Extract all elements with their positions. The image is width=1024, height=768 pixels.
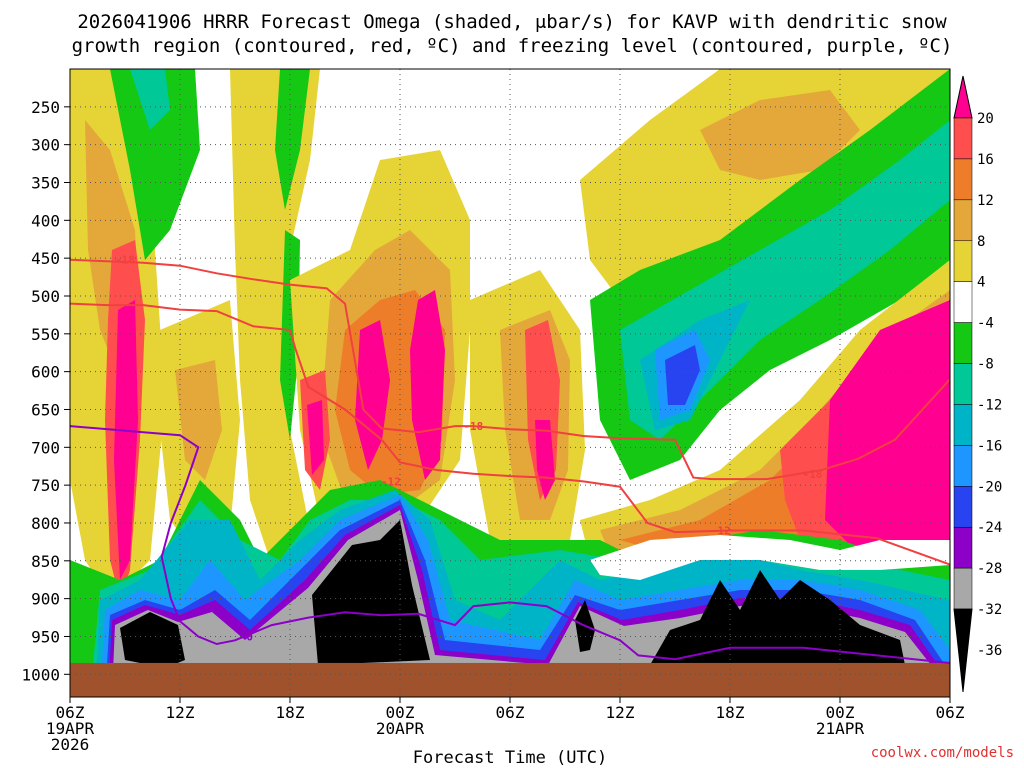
x-tick-label: 06Z [496,703,525,722]
x-tick-label: 12Z [606,703,635,722]
colorbar-label: -20 [977,479,1002,495]
y-tick-label: 500 [31,287,60,306]
shade-teal-top-left [130,69,170,130]
plot-area: -18 -18 -18 -12 -12 0 [70,69,950,697]
y-tick-label: 800 [31,514,60,533]
x-tick-label: 18Z [716,703,745,722]
chart-title-line-1: 2026041906 HRRR Forecast Omega (shaded, … [77,11,947,33]
colorbar-label: 20 [977,111,994,127]
x-tick-label: 12Z [166,703,195,722]
colorbar-label: -16 [977,438,1002,454]
x-tick-sublabel: 2026 [51,735,90,754]
y-tick-label: 350 [31,173,60,192]
contour-freezing-level-0c [70,425,950,664]
shade-magenta-left-core [114,300,138,580]
colorbar-segment [953,117,973,160]
credit-text: coolwx.com/models [871,745,1014,761]
y-axis: 250 300 350 400 450 500 550 600 650 700 750 800 850 9… [21,98,70,684]
y-tick-label: 450 [31,249,60,268]
colorbar-label: -12 [977,397,1002,413]
shade-black-core-right [650,570,905,668]
colorbar-label: -32 [977,602,1002,618]
colorbar-label: -28 [977,561,1002,577]
shade-magenta-lower-right [825,300,950,560]
colorbar-label: -8 [977,357,994,373]
contour-label: -12 [711,525,731,538]
colorbar-label: 8 [977,234,985,250]
shade-orange-upper-right [700,90,860,180]
colorbar-label: -4 [977,316,994,332]
shade-yellow-center-a [230,69,320,560]
shade-green-top-left [110,69,200,260]
contour-label: -18 [115,254,135,267]
x-tick-label: 06Z [56,703,85,722]
x-tick-sublabel: 20APR [376,719,425,738]
colorbar-segment [953,404,973,446]
colorbar-segment [953,363,973,405]
contour-dendritic-growth-12c [70,302,950,566]
shade-black-core-left [120,612,185,668]
x-tick-label: 00Z [826,703,855,722]
y-tick-label: 400 [31,211,60,230]
gridlines [70,69,950,697]
y-tick-label: 300 [31,136,60,155]
x-tick-label: 00Z [386,703,415,722]
colorbar-segment [953,486,973,528]
shade-orange-mid-left [175,360,222,480]
colorbar-label: 12 [977,193,994,209]
colorbar-segment [953,322,973,364]
contour-label: -18 [803,468,823,481]
shade-darkblue-right [665,345,700,405]
colorbar-bottom-arrow [953,608,973,693]
contour-dendritic-growth-18c [70,258,950,481]
contour-lines [70,258,950,664]
colorbar-segment [953,281,973,323]
x-tick-label: 18Z [276,703,305,722]
y-tick-label: 750 [31,476,60,495]
colorbar-segment [953,567,973,610]
colorbar-segment [953,526,973,569]
colorbar-segment [953,240,973,282]
contour-label: -12 [381,475,401,488]
colorbar-label: 16 [977,152,994,168]
shade-black-core-center [312,520,430,665]
x-tick-label: 06Z [936,703,965,722]
y-tick-label: 250 [31,98,60,117]
shade-white-gap [590,535,950,580]
colorbar-segment [953,199,973,242]
y-tick-label: 850 [31,552,60,571]
y-tick-label: 600 [31,363,60,382]
shade-magenta-pillar-a [355,320,390,470]
y-tick-label: 700 [31,438,60,457]
contour-label: 0 [246,630,253,643]
y-tick-label: 900 [31,590,60,609]
colorbar: 20 16 12 8 4 -4 -8 -12 -16 -20 -24 -28 -32 -36 [953,75,1002,693]
chart-title-line-2: growth region (contoured, red, ºC) and f… [72,35,953,57]
omega-shading [70,69,950,697]
colorbar-top-arrow [953,75,973,119]
y-tick-label: 1000 [21,665,60,684]
colorbar-label: -24 [977,520,1002,536]
contour-labels: -18 -18 -18 -12 -12 0 [115,254,822,644]
colorbar-label: 4 [977,275,985,291]
shade-magenta-center-c [535,420,555,500]
y-tick-label: 950 [31,627,60,646]
x-tick-sublabel: 21APR [816,719,865,738]
x-axis-label: Forecast Time (UTC) [413,748,607,768]
colorbar-label: -36 [977,643,1002,659]
shade-green-strip-a [275,69,310,210]
x-tick-sublabel: 19APR [46,719,95,738]
y-tick-label: 650 [31,400,60,419]
colorbar-segment [953,158,973,201]
y-tick-label: 550 [31,325,60,344]
shade-magenta-pillar-c [307,400,324,475]
contour-label: -18 [463,420,483,433]
colorbar-segment [953,445,973,487]
